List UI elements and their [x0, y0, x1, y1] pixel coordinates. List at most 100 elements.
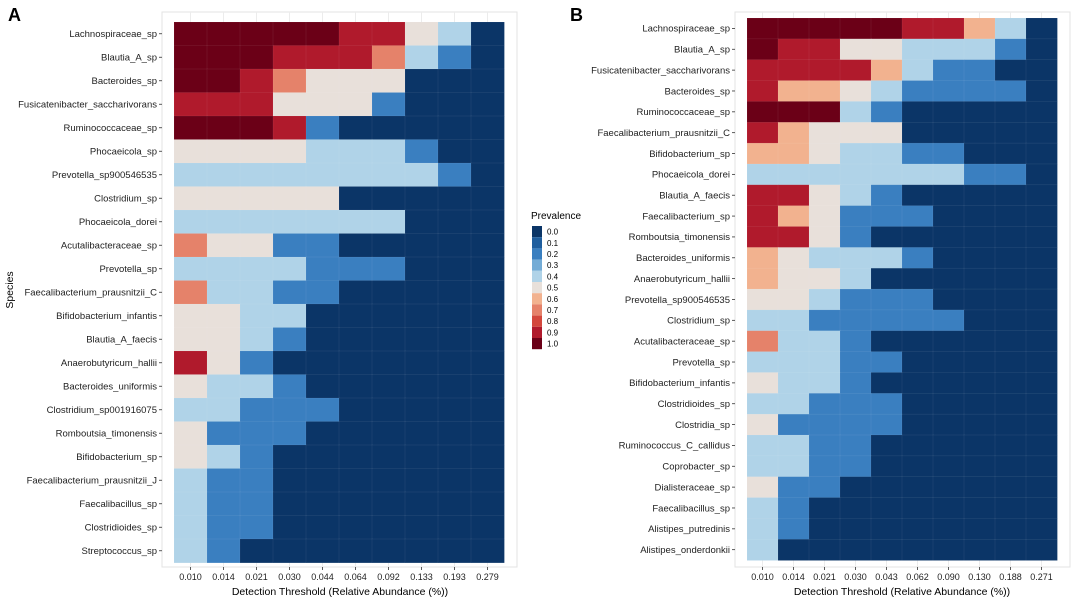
- heatmap-cell: [470, 68, 505, 94]
- heatmap-cell: [1025, 59, 1058, 82]
- heatmap-cell: [901, 497, 934, 520]
- heatmap-cell: [901, 163, 934, 186]
- heatmap-cell: [404, 491, 439, 517]
- heatmap-cell: [404, 21, 439, 47]
- heatmap-cell: [932, 226, 965, 248]
- legend-swatch: [532, 259, 542, 271]
- heatmap-cell: [437, 280, 472, 305]
- heatmap-cell: [371, 92, 406, 117]
- heatmap-cell: [870, 518, 903, 540]
- heatmap-cell: [839, 497, 872, 520]
- heatmap-cell: [901, 434, 934, 457]
- heatmap-cell: [994, 539, 1027, 561]
- heatmap-cell: [470, 374, 505, 399]
- heatmap-cell: [870, 330, 903, 353]
- legend-swatch: [532, 282, 542, 294]
- heatmap-cell: [994, 38, 1027, 61]
- heatmap-cell: [206, 421, 241, 446]
- heatmap-cell: [870, 288, 903, 311]
- heatmap-cell: [272, 491, 307, 517]
- species-label: Prevotella_sp900546535: [625, 295, 730, 306]
- heatmap-cell: [470, 162, 505, 188]
- heatmap-cell: [777, 163, 810, 186]
- heatmap-cell: [746, 330, 779, 353]
- heatmap-cell: [470, 515, 505, 540]
- heatmap-cell: [932, 17, 965, 40]
- species-label: Phocaeicola_dorei: [652, 170, 730, 181]
- heatmap-cell: [1025, 455, 1058, 478]
- heatmap-cell: [305, 374, 340, 399]
- heatmap-cell: [870, 247, 903, 269]
- heatmap-cell: [305, 280, 340, 305]
- heatmap-cell: [272, 468, 307, 493]
- heatmap-cell: [206, 68, 241, 94]
- heatmap-cell: [932, 142, 965, 165]
- heatmap-cell: [338, 374, 373, 399]
- heatmap-cell: [777, 226, 810, 248]
- heatmap-cell: [901, 122, 934, 144]
- heatmap-cell: [437, 444, 472, 470]
- heatmap-cell: [305, 350, 340, 376]
- heatmap-cell: [338, 444, 373, 470]
- heatmap-cell: [338, 421, 373, 446]
- heatmap-cell: [746, 122, 779, 144]
- heatmap-cell: [839, 518, 872, 540]
- heatmap-cell: [901, 330, 934, 353]
- species-label: Bifidobacterium_sp: [76, 452, 157, 463]
- heatmap-cell: [901, 184, 934, 207]
- heatmap-cell: [371, 233, 406, 258]
- heatmap-cell: [963, 247, 996, 269]
- heatmap-cell: [437, 538, 472, 564]
- heatmap-cell: [808, 267, 841, 290]
- heatmap-cell: [338, 162, 373, 188]
- heatmap-cell: [932, 476, 965, 499]
- heatmap-cell: [371, 280, 406, 305]
- heatmap-cell: [404, 162, 439, 188]
- heatmap-cell: [305, 162, 340, 188]
- species-label: Clostridioides_sp: [658, 399, 730, 410]
- heatmap-cell: [932, 372, 965, 394]
- species-label: Bifidobacterium_sp: [649, 149, 730, 160]
- heatmap-cell: [994, 17, 1027, 40]
- heatmap-cell: [808, 142, 841, 165]
- legend-swatch: [532, 293, 542, 305]
- heatmap-cell: [1025, 101, 1058, 123]
- heatmap-cell: [239, 397, 274, 423]
- heatmap-cell: [870, 539, 903, 561]
- heatmap-cell: [994, 309, 1027, 332]
- species-label: Faecalibacterium_sp: [642, 211, 730, 222]
- heatmap-cell: [404, 374, 439, 399]
- heatmap-cell: [870, 205, 903, 228]
- heatmap-cell: [777, 288, 810, 311]
- heatmap-cell: [371, 186, 406, 211]
- heatmap-cell: [994, 434, 1027, 457]
- heatmap-cell: [932, 330, 965, 353]
- heatmap-cell: [963, 497, 996, 520]
- panel-b-cells: [746, 12, 1058, 567]
- heatmap-cell: [272, 139, 307, 164]
- heatmap-cell: [932, 413, 965, 436]
- heatmap-cell: [272, 162, 307, 188]
- species-label: Lachnospiraceae_sp: [642, 24, 730, 35]
- heatmap-cell: [371, 468, 406, 493]
- heatmap-cell: [173, 115, 208, 141]
- heatmap-cell: [371, 491, 406, 517]
- species-label: Faecalibacterium_prausnitzii_C: [24, 288, 157, 299]
- x-tick-label: 0.010: [179, 572, 202, 582]
- heatmap-cell: [901, 142, 934, 165]
- heatmap-cell: [994, 142, 1027, 165]
- species-label: Clostridium_sp: [667, 316, 730, 327]
- heatmap-cell: [437, 350, 472, 376]
- legend-title: Prevalence: [531, 211, 581, 222]
- heatmap-cell: [901, 476, 934, 499]
- heatmap-cell: [338, 280, 373, 305]
- heatmap-cell: [338, 303, 373, 329]
- heatmap-cell: [1025, 267, 1058, 290]
- heatmap-cell: [870, 80, 903, 103]
- heatmap-cell: [746, 393, 779, 415]
- heatmap-cell: [305, 515, 340, 540]
- heatmap-cell: [1025, 539, 1058, 561]
- heatmap-cell: [839, 539, 872, 561]
- species-label: Romboutsia_timonensis: [629, 232, 731, 243]
- heatmap-cell: [470, 350, 505, 376]
